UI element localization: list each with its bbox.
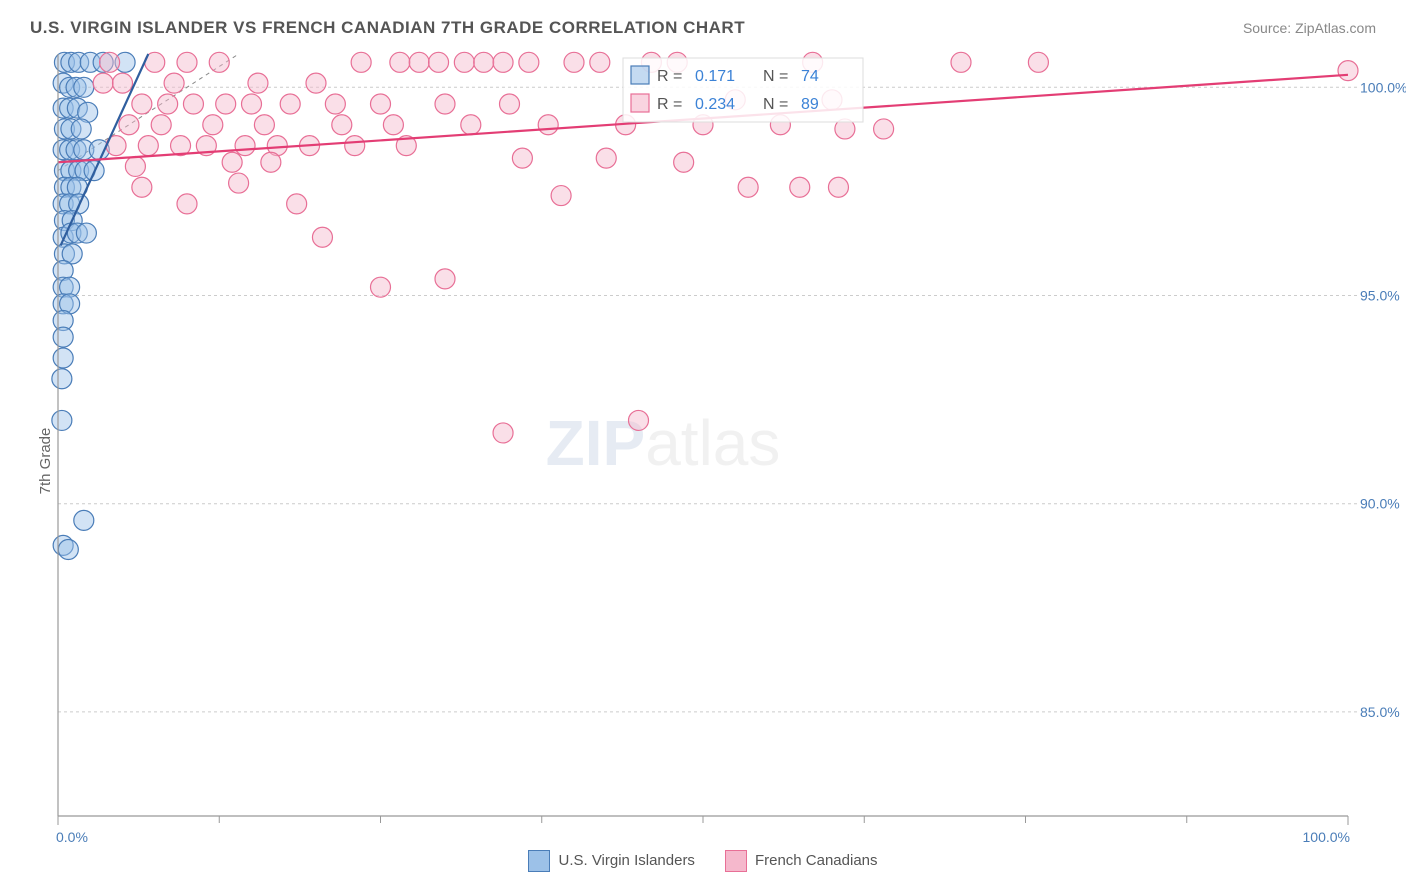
svg-text:100.0%: 100.0%: [1360, 79, 1406, 95]
chart-title: U.S. VIRGIN ISLANDER VS FRENCH CANADIAN …: [30, 18, 745, 38]
legend-item-usvi: U.S. Virgin Islanders: [528, 850, 694, 872]
svg-text:R =: R =: [657, 68, 682, 85]
bottom-legend: U.S. Virgin Islanders French Canadians: [0, 850, 1406, 876]
legend-swatch-french: [725, 850, 747, 872]
legend-item-french: French Canadians: [725, 850, 878, 872]
svg-text:N =: N =: [763, 68, 788, 85]
svg-text:100.0%: 100.0%: [1303, 829, 1350, 845]
svg-text:95.0%: 95.0%: [1360, 288, 1400, 304]
chart-header: U.S. VIRGIN ISLANDER VS FRENCH CANADIAN …: [0, 0, 1406, 46]
chart-area: 7th Grade 85.0% 90.0% 95.0% 100.0% ZIPatlas 0…: [0, 46, 1406, 876]
y-axis-label: 7th Grade: [37, 428, 54, 495]
legend-swatch-usvi: [528, 850, 550, 872]
svg-text:ZIPatlas: ZIPatlas: [546, 407, 781, 479]
source-credit: Source: ZipAtlas.com: [1243, 20, 1376, 36]
svg-text:0.0%: 0.0%: [56, 829, 88, 845]
svg-text:89: 89: [801, 96, 819, 113]
svg-text:85.0%: 85.0%: [1360, 704, 1400, 720]
svg-text:0.171: 0.171: [695, 68, 735, 85]
source-link[interactable]: ZipAtlas.com: [1295, 20, 1376, 36]
svg-text:N =: N =: [763, 96, 788, 113]
svg-text:74: 74: [801, 68, 819, 85]
scatter-chart: 85.0% 90.0% 95.0% 100.0% ZIPatlas 0.0% 100.0% R…: [0, 46, 1406, 876]
svg-text:0.234: 0.234: [695, 96, 735, 113]
svg-text:90.0%: 90.0%: [1360, 496, 1400, 512]
svg-text:R =: R =: [657, 96, 682, 113]
